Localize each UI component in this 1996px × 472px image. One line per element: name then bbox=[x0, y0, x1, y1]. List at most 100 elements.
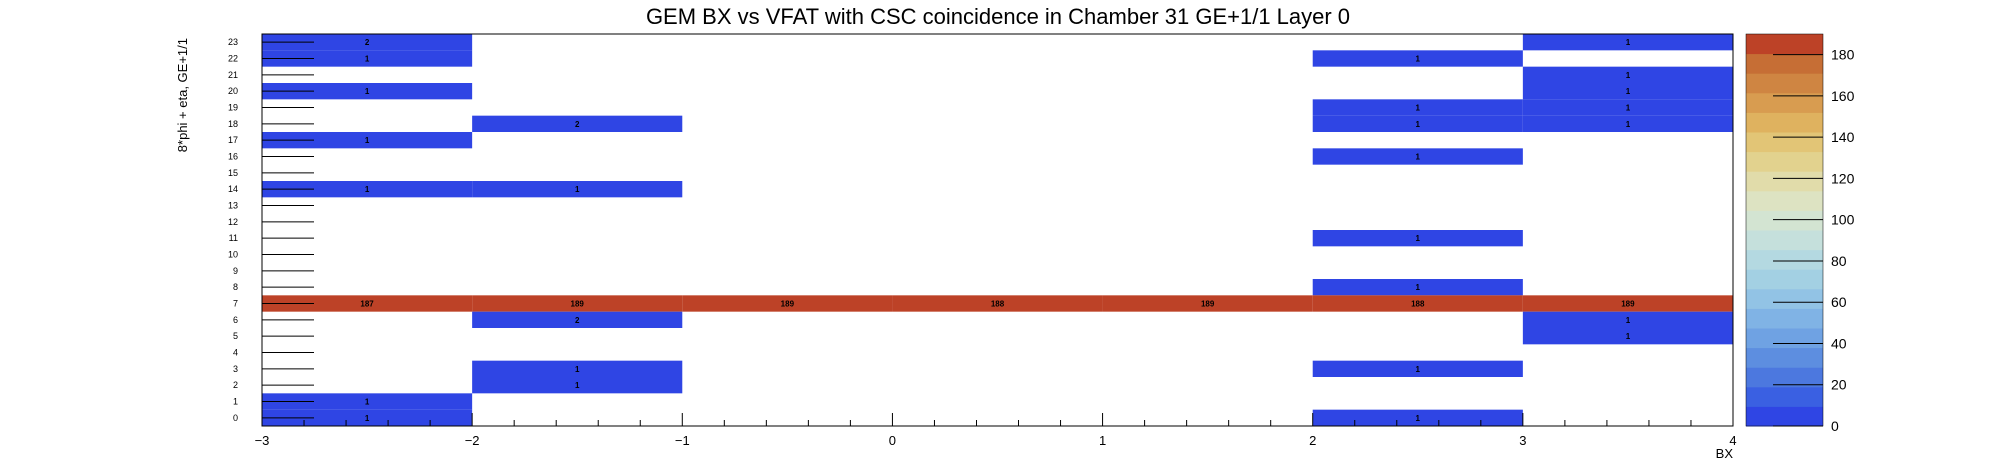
y-tick-label: 9 bbox=[233, 266, 238, 276]
heatmap-cell bbox=[262, 50, 473, 67]
cell-value-label: 1 bbox=[1626, 104, 1631, 113]
cell-value-label: 1 bbox=[1416, 55, 1421, 64]
heatmap-cell bbox=[1522, 34, 1733, 51]
axes-layer: −3 −2 −1 0 1 2 3 401234567891011121314151617181… bbox=[228, 33, 1737, 448]
colorbar-segment bbox=[1746, 230, 1823, 251]
cell-labels-layer: 2 1 1 1 1 187 1 1 2 1 189 2 1 1 189 188 189 1 1 1 1 1 1 188 1 1 1 1… bbox=[360, 38, 1635, 423]
y-tick-label: 4 bbox=[233, 348, 238, 358]
colorbar-tick-label: 40 bbox=[1831, 335, 1847, 351]
x-tick-label: 4 bbox=[1729, 433, 1736, 448]
x-tick-label: −3 bbox=[255, 433, 270, 448]
colorbar-segment bbox=[1746, 73, 1823, 94]
y-tick-label: 8 bbox=[233, 282, 238, 292]
heatmap-cell bbox=[892, 295, 1103, 312]
y-tick-label: 7 bbox=[233, 299, 238, 309]
chart-title: GEM BX vs VFAT with CSC coincidence in C… bbox=[646, 4, 1350, 29]
cell-value-label: 1 bbox=[575, 185, 580, 194]
heatmap-cell bbox=[472, 311, 683, 328]
colorbar-tick-label: 160 bbox=[1831, 88, 1855, 104]
heatmap-cell bbox=[472, 181, 683, 198]
y-tick-label: 16 bbox=[228, 152, 238, 162]
y-tick-label: 6 bbox=[233, 315, 238, 325]
colorbar-segment bbox=[1746, 367, 1823, 388]
colorbar-segment bbox=[1746, 190, 1823, 211]
cell-value-label: 1 bbox=[1626, 38, 1631, 47]
heatmap-cell bbox=[1522, 83, 1733, 100]
cell-value-label: 1 bbox=[365, 87, 370, 96]
colorbar-segment bbox=[1746, 249, 1823, 270]
heatmap-cell bbox=[1312, 115, 1523, 132]
x-tick-label: −2 bbox=[465, 433, 480, 448]
colorbar-tick-label: 100 bbox=[1831, 212, 1855, 228]
heatmap-cell bbox=[1522, 328, 1733, 345]
cell-value-label: 188 bbox=[991, 300, 1005, 309]
colorbar-tick-label: 80 bbox=[1831, 253, 1847, 269]
cells-layer bbox=[262, 34, 1733, 426]
heatmap-cell bbox=[472, 115, 683, 132]
colorbar-segment bbox=[1746, 53, 1823, 74]
x-axis-label: BX bbox=[1716, 446, 1734, 461]
colorbar-tick-label: 0 bbox=[1831, 418, 1839, 434]
colorbar-tick-label: 120 bbox=[1831, 170, 1855, 186]
y-tick-label: 1 bbox=[233, 397, 238, 407]
colorbar-segment bbox=[1746, 386, 1823, 407]
heatmap-cell bbox=[1522, 66, 1733, 83]
cell-value-label: 1 bbox=[1626, 332, 1631, 341]
cell-value-label: 1 bbox=[575, 365, 580, 374]
colorbar-tick-label: 180 bbox=[1831, 47, 1855, 63]
cell-value-label: 1 bbox=[1416, 120, 1421, 129]
heatmap-cell bbox=[1312, 360, 1523, 377]
cell-value-label: 2 bbox=[575, 316, 580, 325]
cell-value-label: 1 bbox=[575, 381, 580, 390]
cell-value-label: 1 bbox=[365, 55, 370, 64]
cell-value-label: 1 bbox=[1626, 120, 1631, 129]
colorbar-segment bbox=[1746, 328, 1823, 349]
heatmap-cell bbox=[1522, 99, 1733, 116]
heatmap-cell bbox=[262, 295, 473, 312]
colorbar-segment bbox=[1746, 269, 1823, 290]
colorbar-segment bbox=[1746, 34, 1823, 55]
heatmap-cell bbox=[1102, 295, 1313, 312]
x-tick-label: 1 bbox=[1099, 433, 1106, 448]
heatmap-cell bbox=[1522, 311, 1733, 328]
x-tick-label: 0 bbox=[889, 433, 896, 448]
y-tick-label: 13 bbox=[228, 201, 238, 211]
y-tick-label: 15 bbox=[228, 168, 238, 178]
cell-value-label: 1 bbox=[1416, 283, 1421, 292]
heatmap-cell bbox=[1312, 148, 1523, 165]
cell-value-label: 1 bbox=[365, 185, 370, 194]
x-tick-label: 3 bbox=[1519, 433, 1526, 448]
x-tick-label: 2 bbox=[1309, 433, 1316, 448]
heatmap-cell bbox=[262, 132, 473, 149]
colorbar-segment bbox=[1746, 171, 1823, 192]
y-tick-label: 10 bbox=[228, 250, 238, 260]
cell-value-label: 188 bbox=[1411, 300, 1425, 309]
colorbar-segment bbox=[1746, 112, 1823, 133]
y-tick-label: 0 bbox=[233, 413, 238, 423]
y-tick-label: 19 bbox=[228, 103, 238, 113]
colorbar: 0 20 40 60 80 100 120 140 160 180 bbox=[1745, 33, 1855, 434]
heatmap-cell bbox=[262, 409, 473, 426]
cell-value-label: 1 bbox=[1626, 71, 1631, 80]
y-tick-label: 5 bbox=[233, 331, 238, 341]
colorbar-segment bbox=[1746, 210, 1823, 231]
y-tick-label: 18 bbox=[228, 119, 238, 129]
cell-value-label: 1 bbox=[1626, 316, 1631, 325]
cell-value-label: 1 bbox=[1416, 104, 1421, 113]
colorbar-segment bbox=[1746, 308, 1823, 329]
cell-value-label: 1 bbox=[1416, 414, 1421, 423]
cell-value-label: 1 bbox=[1626, 87, 1631, 96]
y-tick-label: 12 bbox=[228, 217, 238, 227]
colorbar-segment bbox=[1746, 347, 1823, 368]
cell-value-label: 2 bbox=[365, 38, 370, 47]
cell-value-label: 189 bbox=[781, 300, 795, 309]
colorbar-segment bbox=[1746, 288, 1823, 309]
heatmap-cell bbox=[1522, 115, 1733, 132]
cell-value-label: 1 bbox=[365, 136, 370, 145]
cell-value-label: 189 bbox=[1621, 300, 1635, 309]
heatmap-cell bbox=[262, 393, 473, 410]
y-tick-label: 20 bbox=[228, 86, 238, 96]
cell-value-label: 1 bbox=[1416, 153, 1421, 162]
heatmap-cell bbox=[1312, 279, 1523, 296]
cell-value-label: 189 bbox=[571, 300, 585, 309]
